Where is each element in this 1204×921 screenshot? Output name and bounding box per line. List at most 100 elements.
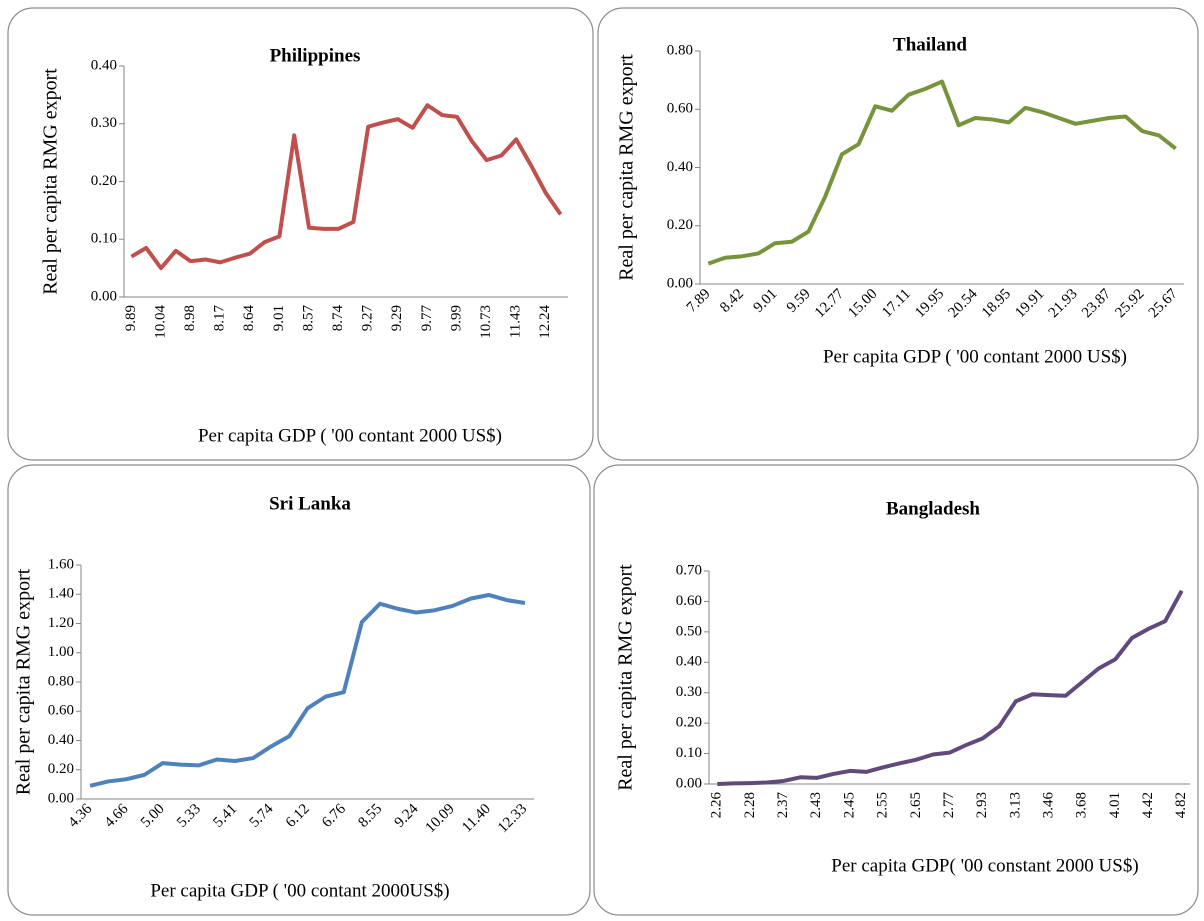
x-tick-label: 8.74 [330,305,346,332]
x-tick-label: 2.43 [808,792,824,818]
x-tick-label: 21.93 [1046,286,1081,321]
x-tick-label: 6.12 [283,801,313,831]
y-tick-label: 0.20 [48,761,74,777]
x-tick-label: 17.11 [879,286,914,321]
panel-frame [593,464,1199,916]
y-tick-label: 1.20 [48,615,74,631]
y-tick-label: 0.60 [676,593,702,609]
x-tick-label: 3.13 [1007,792,1023,818]
y-tick-label: 0.00 [667,275,693,291]
y-tick-label: 0.00 [676,775,702,791]
y-tick-label: 0.40 [48,732,74,748]
x-tick-label: 4.66 [102,801,132,831]
x-tick-label: 3.46 [1040,792,1056,819]
x-tick-label: 3.68 [1074,792,1090,818]
y-tick-label: 0.00 [48,790,74,806]
y-tick-label: 0.60 [667,101,693,117]
y-tick-label: 0.80 [667,42,693,58]
x-tick-label: 19.91 [1012,286,1047,321]
x-tick-label: 9.99 [448,305,464,331]
x-tick-label: 8.17 [212,305,228,332]
x-tick-label: 9.24 [392,801,422,831]
y-tick-label: 0.20 [676,715,702,731]
y-tick-label: 0.70 [676,562,702,578]
x-tick-label: 5.33 [174,801,204,831]
x-tick-label: 5.41 [210,801,240,831]
x-axis-label: Per capita GDP ( '00 contant 2000 US$) [198,425,502,446]
y-tick-label: 0.40 [91,57,117,73]
x-tick-label: 2.45 [841,792,857,818]
y-axis-label: Real per capita RMG export [40,68,62,295]
panel-frame [597,7,1199,461]
x-tick-label: 25.67 [1146,286,1182,322]
y-tick-label: 0.10 [91,231,117,247]
y-axis-label: Real per capita RMG export [13,568,35,795]
y-tick-label: 0.40 [667,159,693,175]
x-tick-label: 9.77 [419,305,435,332]
x-axis-label: Per capita GDP ( '00 contant 2000 US$) [823,346,1127,367]
y-tick-label: 0.10 [676,745,702,761]
x-tick-label: 8.55 [355,801,385,831]
panel-frame [7,464,591,916]
x-tick-label: 10.04 [152,305,168,339]
y-tick-label: 0.80 [48,673,74,689]
x-tick-label: 10.73 [478,305,494,339]
x-tick-label: 10.09 [423,801,458,836]
x-tick-label: 8.98 [182,305,198,331]
x-tick-label: 2.77 [941,792,957,819]
y-tick-label: 1.40 [48,586,74,602]
x-tick-label: 4.01 [1107,792,1123,818]
x-tick-label: 2.37 [775,792,791,819]
x-tick-label: 18.95 [979,286,1014,321]
x-tick-label: 2.93 [974,792,990,818]
x-tick-label: 8.42 [717,286,747,316]
y-tick-label: 0.30 [91,115,117,131]
x-tick-label: 2.26 [709,792,725,819]
y-tick-label: 0.40 [676,654,702,670]
y-tick-label: 1.60 [48,556,74,572]
x-tick-label: 2.28 [742,792,758,818]
y-tick-label: 0.50 [676,623,702,639]
chart-title: Philippines [270,45,361,66]
data-line [717,589,1184,786]
y-tick-label: 1.00 [48,644,74,660]
x-tick-label: 4.42 [1140,792,1156,818]
panel-frame [7,7,594,461]
data-line [707,79,1177,266]
x-tick-label: 11.43 [508,305,524,338]
x-tick-label: 2.65 [908,792,924,818]
y-axis-label: Real per capita RMG export [615,564,637,791]
y-tick-label: 0.00 [91,288,117,304]
y-tick-label: 0.20 [91,173,117,189]
x-tick-label: 9.01 [750,286,780,316]
chart-title: Bangladesh [886,498,980,519]
y-tick-label: 0.20 [667,217,693,233]
x-tick-label: 23.87 [1079,286,1115,322]
x-tick-label: 9.27 [360,305,376,332]
x-tick-label: 6.76 [319,801,349,831]
y-tick-label: 0.30 [676,684,702,700]
x-tick-label: 9.89 [123,305,139,331]
y-tick-label: 0.60 [48,703,74,719]
x-tick-label: 15.00 [845,286,880,321]
x-tick-label: 12.24 [537,305,553,339]
x-tick-label: 9.01 [271,305,287,331]
x-tick-label: 19.95 [912,286,947,321]
chart-title: Sri Lanka [269,493,351,514]
x-tick-label: 5.74 [247,801,277,831]
x-tick-label: 8.57 [300,305,316,332]
x-tick-label: 20.54 [945,286,981,322]
x-tick-label: 9.29 [389,305,405,331]
data-line [89,592,526,788]
x-tick-label: 8.64 [241,305,257,332]
x-tick-label: 4.82 [1173,792,1189,818]
y-axis-label: Real per capita RMG export [616,54,638,281]
data-line [130,103,563,271]
x-tick-label: 12.77 [812,286,848,322]
chart-title: Thailand [893,34,967,55]
x-axis-label: Per capita GDP( '00 constant 2000 US$) [831,855,1138,876]
x-tick-label: 9.59 [784,286,814,316]
x-axis-label: Per capita GDP ( '00 contant 2000US$) [150,880,449,901]
x-tick-label: 2.55 [875,792,891,818]
